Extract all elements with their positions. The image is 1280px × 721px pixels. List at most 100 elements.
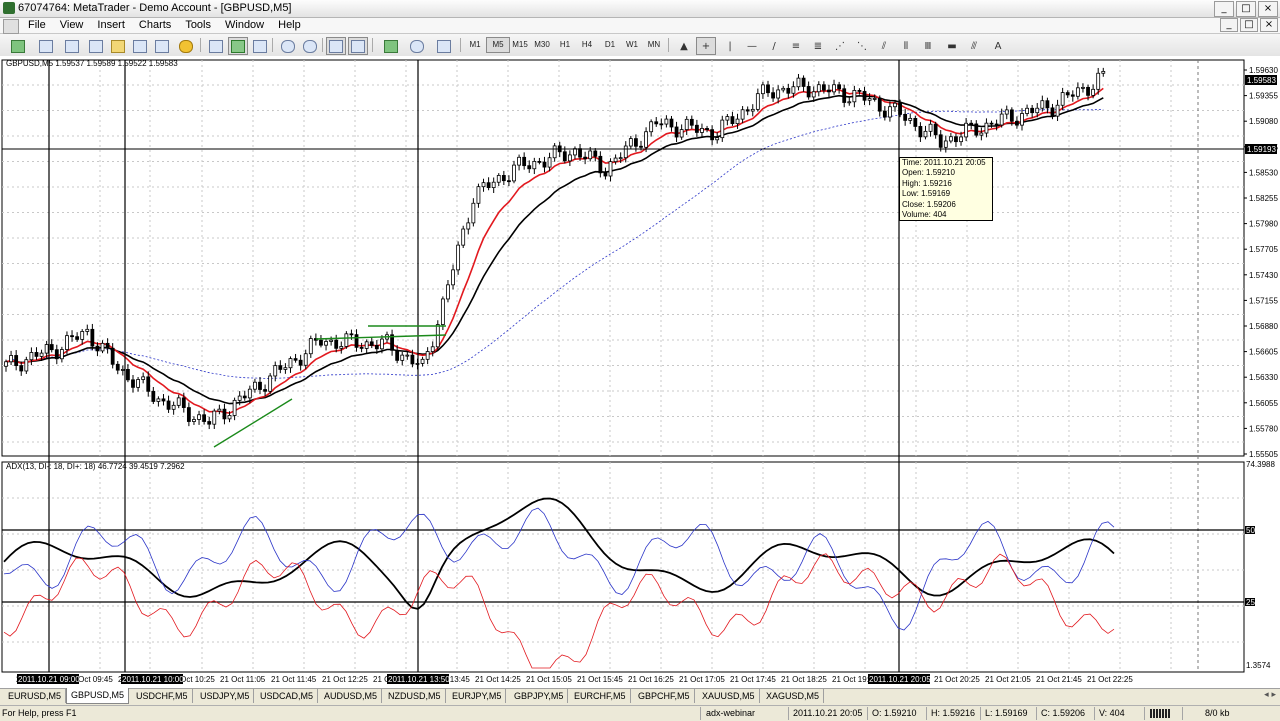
tab-nzdusd[interactable]: NZDUSD,M5: [384, 689, 446, 703]
tab-gbpjpy[interactable]: GBPJPY,M5: [510, 689, 569, 703]
autotrading-icon[interactable]: [176, 37, 196, 55]
market-watch-icon[interactable]: [62, 37, 82, 55]
tab-xagusd[interactable]: XAGUSD,M5: [762, 689, 825, 703]
minimize-button[interactable]: _: [1214, 1, 1234, 17]
connection-status-icon: [1150, 709, 1170, 718]
candle: [679, 129, 684, 138]
linear-regression-icon[interactable]: ⫻: [971, 40, 977, 52]
chart-canvas[interactable]: 1.596301.593551.590801.588051.585301.582…: [0, 56, 1280, 688]
candle: [644, 131, 648, 148]
timeframe-w1[interactable]: W1: [626, 40, 638, 49]
chart-window-icon[interactable]: [3, 19, 19, 34]
adx-bottom-label: 1.3574: [1246, 661, 1271, 670]
candle: [324, 341, 328, 346]
horizontal-line-icon[interactable]: —: [747, 40, 757, 52]
title-bar: 67074764: MetaTrader - Demo Account - [G…: [0, 0, 1280, 18]
candle: [750, 108, 755, 112]
cursor-icon[interactable]: ▲: [680, 40, 688, 52]
child-restore-button[interactable]: □: [1240, 18, 1258, 32]
candle: [278, 365, 283, 370]
timeframe-m15[interactable]: M15: [512, 40, 528, 49]
candle: [440, 298, 445, 325]
navigator-icon[interactable]: [86, 37, 106, 55]
candle: [95, 345, 100, 352]
price-axis-label: 1.58530: [1249, 168, 1278, 177]
equidistant-channel-icon[interactable]: ≡: [791, 40, 801, 52]
tab-gbpchf[interactable]: GBPCHF,M5: [634, 689, 695, 703]
timeframe-m1[interactable]: M1: [469, 40, 481, 49]
fibonacci-retracement-icon[interactable]: ≣: [813, 40, 823, 52]
timeframe-d1[interactable]: D1: [604, 40, 616, 49]
child-close-button[interactable]: ×: [1260, 18, 1278, 32]
crosshair-icon[interactable]: +: [696, 37, 716, 55]
chart-window[interactable]: 1.596301.593551.590801.588051.585301.582…: [0, 56, 1280, 688]
status-divider: [788, 707, 789, 720]
candle: [847, 101, 852, 104]
templates-icon[interactable]: [432, 37, 456, 55]
tab-usdcad[interactable]: USDCAD,M5: [256, 689, 319, 703]
tab-usdchf[interactable]: USDCHF,M5: [132, 689, 193, 703]
profiles-icon[interactable]: [34, 37, 58, 55]
child-minimize-button[interactable]: _: [1220, 18, 1238, 32]
tab-xauusd[interactable]: XAUUSD,M5: [698, 689, 760, 703]
zoom-in-icon[interactable]: [278, 37, 298, 55]
vertical-line-icon[interactable]: |: [728, 40, 732, 52]
menu-insert[interactable]: Insert: [97, 19, 125, 31]
close-button[interactable]: ×: [1258, 1, 1278, 17]
tab-scroll-arrows[interactable]: ◂ ▸: [1264, 690, 1276, 700]
tab-audusd[interactable]: AUDUSD,M5: [320, 689, 383, 703]
trendline-icon[interactable]: /: [772, 40, 776, 52]
toolbar-separator: [200, 38, 201, 52]
candle: [628, 138, 633, 147]
toolbar-separator: [460, 38, 461, 52]
candle: [532, 161, 537, 170]
tab-eurusd[interactable]: EURUSD,M5: [4, 689, 67, 703]
time-axis-label: 21 Oct 11:45: [271, 675, 317, 684]
maximize-button[interactable]: □: [1236, 1, 1256, 17]
tab-eurchf[interactable]: EURCHF,M5: [570, 689, 631, 703]
new-chart-icon[interactable]: [4, 37, 32, 55]
tab-gbpusd[interactable]: GBPUSD,M5: [66, 688, 130, 704]
timeframe-mn[interactable]: MN: [647, 40, 661, 49]
fibonacci-expansion-icon[interactable]: Ⅲ: [924, 40, 932, 52]
fibonacci-fan-icon[interactable]: ⋱: [857, 40, 867, 52]
periods-icon[interactable]: [404, 37, 430, 55]
strategy-tester-icon[interactable]: [152, 37, 172, 55]
andrews-pitchfork-icon[interactable]: ⫽: [881, 40, 887, 52]
indicators-icon[interactable]: [378, 37, 404, 55]
timeframe-m5[interactable]: M5: [486, 37, 510, 53]
tab-eurjpy[interactable]: EURJPY,M5: [448, 689, 507, 703]
text-label-icon[interactable]: A: [994, 40, 1002, 52]
bar-chart-icon[interactable]: [206, 37, 226, 55]
auto-scroll-icon[interactable]: [326, 37, 346, 55]
menu-view[interactable]: View: [59, 19, 84, 31]
menu-file[interactable]: File: [28, 19, 46, 31]
candle: [806, 86, 811, 98]
candle: [827, 89, 831, 93]
terminal-icon[interactable]: [130, 37, 150, 55]
time-axis-highlight: [387, 674, 449, 684]
candle: [380, 338, 384, 350]
price-axis-label: 1.56330: [1249, 373, 1278, 382]
menu-window[interactable]: Window: [225, 19, 265, 31]
status-divider: [700, 707, 701, 720]
tab-usdjpy[interactable]: USDJPY,M5: [196, 689, 255, 703]
candle: [933, 123, 938, 136]
candlestick-chart-icon[interactable]: [228, 37, 248, 55]
timeframe-m30[interactable]: M30: [534, 40, 550, 49]
candle: [202, 414, 207, 422]
data-window-icon[interactable]: [108, 37, 128, 55]
chart-shift-icon[interactable]: [348, 37, 368, 55]
candle: [715, 137, 720, 141]
menu-help[interactable]: Help: [278, 19, 301, 31]
timeframe-h4[interactable]: H4: [581, 40, 593, 49]
candle: [598, 155, 603, 174]
gann-fan-icon[interactable]: ⋰: [835, 40, 845, 52]
line-chart-icon[interactable]: [250, 37, 270, 55]
timeframe-h1[interactable]: H1: [559, 40, 571, 49]
menu-charts[interactable]: Charts: [138, 19, 172, 31]
fibonacci-timezones-icon[interactable]: ⦀: [903, 40, 909, 52]
menu-tools[interactable]: Tools: [185, 19, 211, 31]
rectangle-icon[interactable]: ▬: [947, 40, 957, 52]
zoom-out-icon[interactable]: [300, 37, 320, 55]
